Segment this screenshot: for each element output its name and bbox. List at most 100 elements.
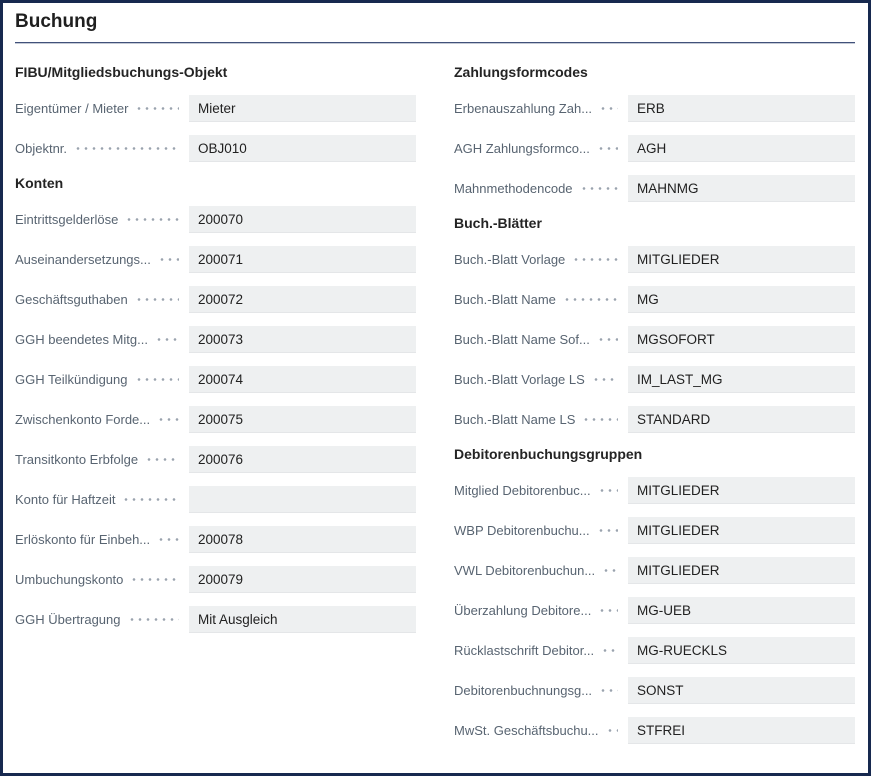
field-value-box[interactable]: MG-RUECKLS (628, 637, 855, 664)
form-field-row: Buch.-Blatt Name LS STANDARD (454, 406, 855, 433)
form-field-row: Geschäftsguthaben 200072 (15, 286, 416, 313)
field-label: Auseinandersetzungs... (15, 252, 151, 267)
form-field-row: Erbenauszahlung Zah... ERB (454, 95, 855, 122)
field-value-box[interactable]: OBJ010 (189, 135, 416, 162)
form-field-row: Eintrittsgelderlöse 200070 (15, 206, 416, 233)
dotted-leader (157, 246, 179, 273)
field-label: Erlöskonto für Einbeh... (15, 532, 151, 547)
field-value-box[interactable]: 200073 (189, 326, 416, 353)
field-value-box[interactable]: MG-UEB (628, 597, 855, 624)
dotted-leader (572, 246, 618, 273)
dotted-leader (597, 477, 618, 504)
form-field-row: Umbuchungskonto 200079 (15, 566, 416, 593)
field-value-box[interactable]: IM_LAST_MG (628, 366, 855, 393)
form-field-row: AGH Zahlungsformco... AGH (454, 135, 855, 162)
form-field-row: Objektnr. OBJ010 (15, 135, 416, 162)
field-label: AGH Zahlungsformco... (454, 141, 590, 156)
field-value-box[interactable]: STANDARD (628, 406, 855, 433)
field-label: GGH beendetes Mitg... (15, 332, 148, 347)
form-field-row: Debitorenbuchnungsg... SONST (454, 677, 855, 704)
field-label: Mitglied Debitorenbuc... (454, 483, 591, 498)
section-heading: Konten (15, 175, 64, 191)
dotted-leader (579, 175, 618, 202)
form-section: Konten Eintrittsgelderlöse 200070 Ausein… (15, 175, 416, 633)
field-value-box[interactable]: MGSOFORT (628, 326, 855, 353)
title-divider (15, 42, 855, 44)
form-field-row: GGH beendetes Mitg... 200073 (15, 326, 416, 353)
field-value-box[interactable]: 200072 (189, 286, 416, 313)
section-fields: Eigentümer / Mieter Mieter Objektnr. OBJ… (15, 95, 416, 162)
field-label: Transitkonto Erbfolge (15, 452, 139, 467)
column-right: Zahlungsformcodes Erbenauszahlung Zah...… (454, 44, 855, 757)
field-value-box[interactable]: MG (628, 286, 855, 313)
field-value-box[interactable]: 200076 (189, 446, 416, 473)
field-value-box[interactable]: MITGLIEDER (628, 477, 855, 504)
field-label: WBP Debitorenbuchu... (454, 523, 590, 538)
field-value-box[interactable]: 200074 (189, 366, 416, 393)
field-value-box[interactable]: MITGLIEDER (628, 557, 855, 584)
field-value-box[interactable]: MITGLIEDER (628, 517, 855, 544)
section-fields: Mitglied Debitorenbuc... MITGLIEDER WBP … (454, 477, 855, 744)
dotted-leader (125, 206, 179, 233)
field-label: Buch.-Blatt Vorlage LS (454, 372, 585, 387)
form-section: Debitorenbuchungsgruppen Mitglied Debito… (454, 446, 855, 744)
field-value-box[interactable]: AGH (628, 135, 855, 162)
field-label: Buch.-Blatt Name (454, 292, 556, 307)
dotted-leader (596, 517, 618, 544)
form-section: FIBU/Mitgliedsbuchungs-Objekt Eigentümer… (15, 64, 416, 162)
form-columns: FIBU/Mitgliedsbuchungs-Objekt Eigentümer… (3, 44, 868, 757)
section-heading: Buch.-Blätter (454, 215, 542, 231)
field-value-box[interactable]: 200070 (189, 206, 416, 233)
form-field-row: Buch.-Blatt Name MG (454, 286, 855, 313)
section-heading: FIBU/Mitgliedsbuchungs-Objekt (15, 64, 228, 80)
section-heading: Debitorenbuchungsgruppen (454, 446, 643, 462)
field-label: Mahnmethodencode (454, 181, 573, 196)
field-value-box[interactable]: SONST (628, 677, 855, 704)
field-value-box[interactable]: 200078 (189, 526, 416, 553)
dotted-leader (599, 677, 618, 704)
form-field-row: Erlöskonto für Einbeh... 200078 (15, 526, 416, 553)
section-fields: Buch.-Blatt Vorlage MITGLIEDER Buch.-Bla… (454, 246, 855, 433)
form-field-row: Auseinandersetzungs... 200071 (15, 246, 416, 273)
field-label: Zwischenkonto Forde... (15, 412, 151, 427)
form-field-row: WBP Debitorenbuchu... MITGLIEDER (454, 517, 855, 544)
field-value-box[interactable]: MAHNMG (628, 175, 855, 202)
field-value-box[interactable]: STFREI (628, 717, 855, 744)
field-value-box[interactable] (189, 486, 416, 513)
section-fields: Eintrittsgelderlöse 200070 Auseinanderse… (15, 206, 416, 633)
field-label: Umbuchungskonto (15, 572, 124, 587)
dotted-leader (74, 135, 179, 162)
form-field-row: Eigentümer / Mieter Mieter (15, 95, 416, 122)
form-field-row: Konto für Haftzeit (15, 486, 416, 513)
dotted-leader (605, 717, 618, 744)
dotted-leader (154, 326, 179, 353)
field-label: Eintrittsgelderlöse (15, 212, 119, 227)
field-value-box[interactable]: MITGLIEDER (628, 246, 855, 273)
dotted-leader (157, 526, 179, 553)
dotted-leader (134, 366, 179, 393)
field-value-box[interactable]: Mit Ausgleich (189, 606, 416, 633)
form-field-row: Buch.-Blatt Vorlage MITGLIEDER (454, 246, 855, 273)
dotted-leader (562, 286, 618, 313)
field-value-box[interactable]: ERB (628, 95, 855, 122)
section-fields: Erbenauszahlung Zah... ERB AGH Zahlungsf… (454, 95, 855, 202)
form-field-row: GGH Übertragung Mit Ausgleich (15, 606, 416, 633)
dotted-leader (601, 637, 618, 664)
form-field-row: GGH Teilkündigung 200074 (15, 366, 416, 393)
field-label: MwSt. Geschäftsbuchu... (454, 723, 599, 738)
field-value-box[interactable]: Mieter (189, 95, 416, 122)
dotted-leader (591, 366, 618, 393)
form-field-row: Zwischenkonto Forde... 200075 (15, 406, 416, 433)
form-field-row: Transitkonto Erbfolge 200076 (15, 446, 416, 473)
field-value-box[interactable]: 200071 (189, 246, 416, 273)
dotted-leader (599, 95, 618, 122)
field-value-box[interactable]: 200079 (189, 566, 416, 593)
form-field-row: Überzahlung Debitore... MG-UEB (454, 597, 855, 624)
field-value-box[interactable]: 200075 (189, 406, 416, 433)
field-label: Buch.-Blatt Vorlage (454, 252, 566, 267)
field-label: Eigentümer / Mieter (15, 101, 129, 116)
form-field-row: Buch.-Blatt Vorlage LS IM_LAST_MG (454, 366, 855, 393)
form-section: Zahlungsformcodes Erbenauszahlung Zah...… (454, 64, 855, 202)
dotted-leader (598, 597, 618, 624)
